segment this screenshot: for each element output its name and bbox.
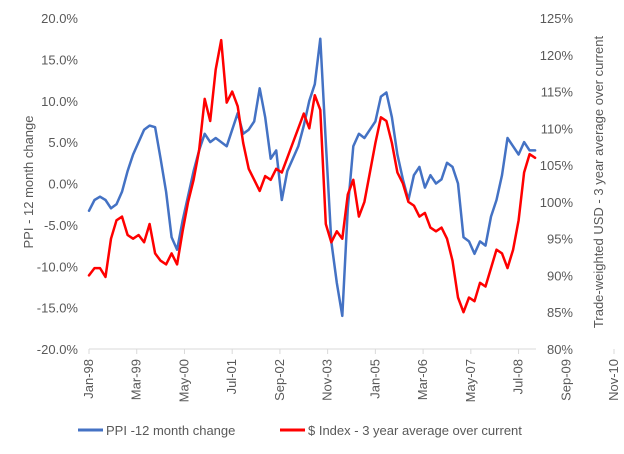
legend-label-usd: $ Index - 3 year average over current <box>308 423 522 438</box>
y-left-tick-label: -10.0% <box>37 259 79 274</box>
y-right-tick-label: 90% <box>547 268 573 283</box>
y-right-tick-label: 95% <box>547 232 573 247</box>
y-right-tick-label: 115% <box>541 85 574 100</box>
y-right-axis-title: Trade-weighted USD - 3 year average over… <box>591 36 606 329</box>
x-tick-label: Mar-99 <box>129 359 144 400</box>
y-left-tick-label: 0.0% <box>48 177 78 192</box>
x-tick-label: Jan-98 <box>81 359 96 399</box>
y-left-tick-label: 20.0% <box>41 11 78 26</box>
y-right-tick-label: 120% <box>540 48 574 63</box>
x-tick-label: Nov-10 <box>606 359 621 401</box>
x-tick-label: Jul-01 <box>224 359 239 394</box>
y-left-axis: -20.0% -15.0% -10.0% -5.0% 0.0% 5.0% 10.0% 15.0… <box>37 11 79 357</box>
x-tick-label: May-00 <box>176 359 191 402</box>
y-right-tick-label: 110% <box>541 121 574 136</box>
x-tick-label: Jul-08 <box>511 359 526 394</box>
y-left-tick-label: -15.0% <box>37 301 79 316</box>
y-right-tick-label: 100% <box>540 195 574 210</box>
x-tick-label: Nov-03 <box>320 359 335 401</box>
y-left-tick-label: 5.0% <box>48 135 78 150</box>
series-line-usd-index <box>87 38 537 314</box>
y-right-axis: 80% 85% 90% 95% 100% 105% 110% 115% 120% 125% <box>540 11 574 357</box>
y-left-axis-title: PPI - 12 month change <box>21 116 36 249</box>
series-lines <box>87 37 537 318</box>
y-right-tick-label: 125% <box>540 11 574 26</box>
y-left-tick-label: -5.0% <box>44 218 78 233</box>
legend-label-ppi: PPI -12 month change <box>106 423 235 438</box>
y-left-tick-label: 15.0% <box>41 52 78 67</box>
x-tick-label: Jan-05 <box>367 359 382 399</box>
y-left-tick-label: -20.0% <box>37 342 79 357</box>
series-line-ppi <box>87 37 537 318</box>
x-tick-label: Sep-02 <box>272 359 287 401</box>
legend: PPI -12 month change $ Index - 3 year av… <box>78 423 522 438</box>
y-right-tick-label: 80% <box>547 342 573 357</box>
y-right-tick-label: 105% <box>540 158 574 173</box>
y-left-tick-label: 10.0% <box>41 94 78 109</box>
y-right-tick-label: 85% <box>547 305 573 320</box>
x-tick-label: Mar-06 <box>415 359 430 400</box>
x-tick-label: May-07 <box>463 359 478 402</box>
x-axis: Jan-98 Mar-99 May-00 Jul-01 Sep-02 Nov-03 Jan-… <box>81 349 621 402</box>
x-tick-label: Sep-09 <box>558 359 573 401</box>
